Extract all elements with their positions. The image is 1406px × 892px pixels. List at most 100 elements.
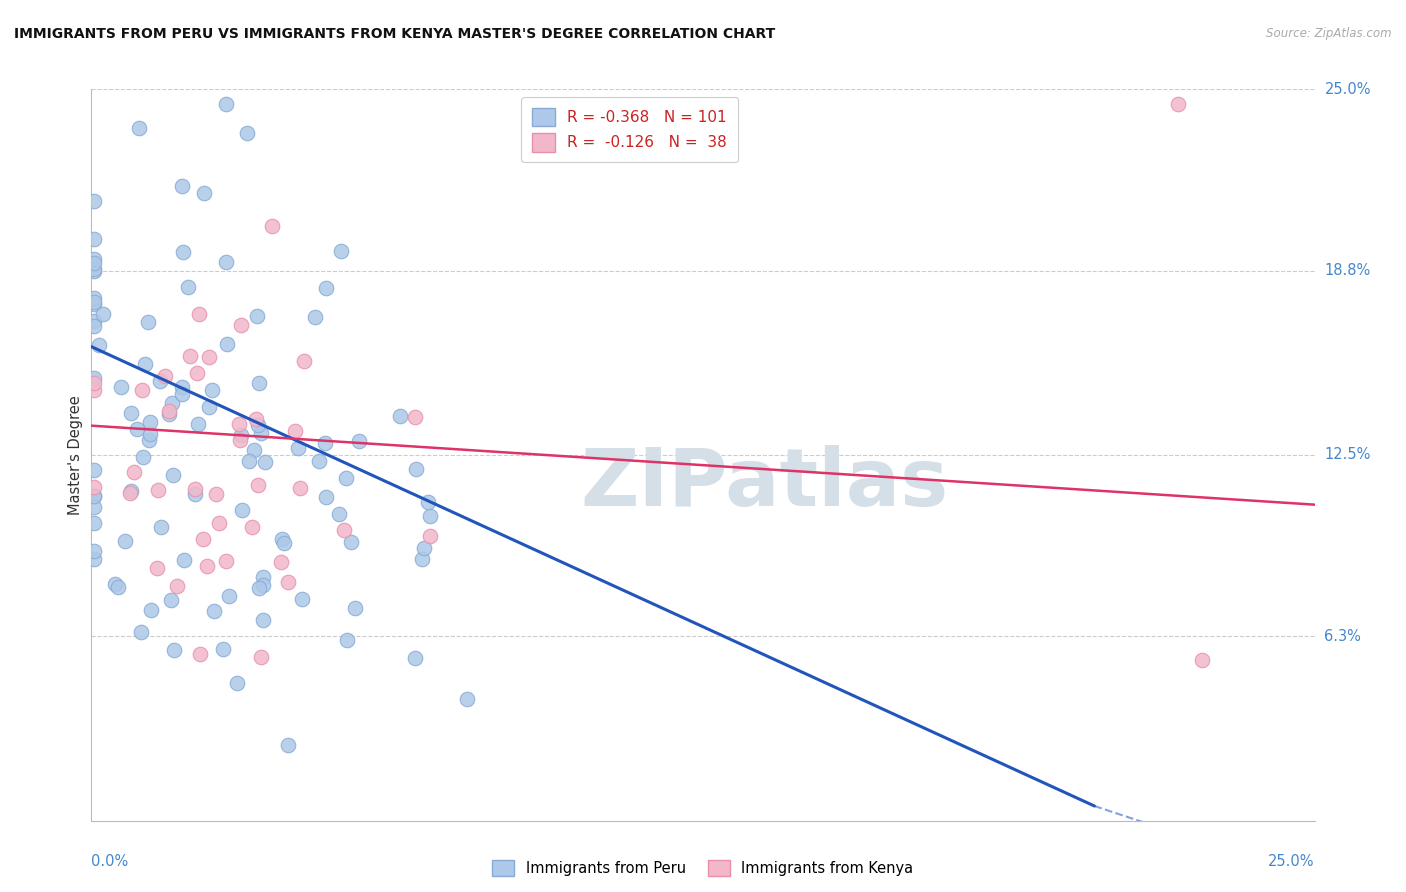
Point <box>83 194 105 209</box>
Point <box>405 462 427 476</box>
Point <box>83 318 105 333</box>
Point <box>83 292 105 306</box>
Point <box>162 396 184 410</box>
Point <box>315 491 337 505</box>
Point <box>260 219 283 233</box>
Point <box>288 481 311 495</box>
Legend: R = -0.368   N = 101, R =  -0.126   N =  38: R = -0.368 N = 101, R = -0.126 N = 38 <box>522 97 738 162</box>
Text: 25.0%: 25.0% <box>1324 82 1371 96</box>
Point <box>83 489 105 503</box>
Point <box>170 386 193 401</box>
Point <box>388 409 411 423</box>
Point <box>270 532 292 546</box>
Point <box>172 244 194 259</box>
Point <box>229 427 252 442</box>
Point <box>240 520 263 534</box>
Point <box>214 554 236 568</box>
Point <box>83 297 105 311</box>
Point <box>340 535 363 549</box>
Point <box>139 603 162 617</box>
Point <box>202 604 225 618</box>
Point <box>129 625 152 640</box>
Point <box>131 450 153 465</box>
Point <box>201 383 224 397</box>
Point <box>333 524 356 538</box>
Point <box>157 407 180 421</box>
Point <box>287 441 309 455</box>
Point <box>136 315 159 329</box>
Point <box>252 570 274 584</box>
Point <box>330 244 353 259</box>
Point <box>292 354 315 368</box>
Point <box>193 186 215 200</box>
Point <box>1167 96 1189 111</box>
Point <box>249 425 271 440</box>
Point <box>270 555 292 569</box>
Point <box>231 318 253 332</box>
Point <box>149 519 172 533</box>
Point <box>304 310 326 324</box>
Point <box>134 357 156 371</box>
Point <box>153 369 176 384</box>
Point <box>273 536 295 550</box>
Point <box>157 403 180 417</box>
Point <box>146 483 169 498</box>
Point <box>247 418 270 433</box>
Point <box>110 380 132 394</box>
Point <box>208 516 231 531</box>
Point <box>83 371 105 385</box>
Point <box>91 307 114 321</box>
Point <box>291 591 314 606</box>
Point <box>131 383 153 397</box>
Point <box>214 255 236 269</box>
Point <box>245 411 267 425</box>
Point <box>413 541 436 556</box>
Point <box>315 281 337 295</box>
Point <box>83 262 105 277</box>
Point <box>104 577 127 591</box>
Point <box>247 581 270 595</box>
Point <box>243 442 266 457</box>
Point <box>177 280 200 294</box>
Legend: Immigrants from Peru, Immigrants from Kenya: Immigrants from Peru, Immigrants from Ke… <box>488 855 918 880</box>
Point <box>456 692 478 706</box>
Point <box>83 232 105 246</box>
Point <box>83 376 105 391</box>
Text: 18.8%: 18.8% <box>1324 263 1371 278</box>
Point <box>191 533 214 547</box>
Point <box>122 466 145 480</box>
Point <box>83 516 105 530</box>
Text: 12.5%: 12.5% <box>1324 448 1371 462</box>
Point <box>205 487 228 501</box>
Point <box>120 406 142 420</box>
Y-axis label: Master's Degree: Master's Degree <box>67 395 83 515</box>
Point <box>83 544 105 558</box>
Point <box>128 120 150 135</box>
Point <box>335 471 357 485</box>
Point <box>277 738 299 752</box>
Point <box>184 483 207 497</box>
Point <box>314 435 336 450</box>
Point <box>236 126 259 140</box>
Text: 6.3%: 6.3% <box>1324 629 1361 644</box>
Point <box>238 454 260 468</box>
Text: IMMIGRANTS FROM PERU VS IMMIGRANTS FROM KENYA MASTER'S DEGREE CORRELATION CHART: IMMIGRANTS FROM PERU VS IMMIGRANTS FROM … <box>14 27 775 41</box>
Point <box>247 376 270 391</box>
Point <box>226 675 249 690</box>
Point <box>139 415 162 429</box>
Point <box>120 484 142 499</box>
Text: 25.0%: 25.0% <box>1268 854 1315 869</box>
Text: Source: ZipAtlas.com: Source: ZipAtlas.com <box>1267 27 1392 40</box>
Point <box>328 507 350 521</box>
Point <box>343 600 366 615</box>
Point <box>188 648 211 662</box>
Point <box>250 649 273 664</box>
Point <box>83 295 105 310</box>
Point <box>83 314 105 328</box>
Point <box>411 552 433 566</box>
Point <box>170 178 193 193</box>
Point <box>308 454 330 468</box>
Point <box>198 350 221 364</box>
Point <box>146 560 169 574</box>
Point <box>277 574 299 589</box>
